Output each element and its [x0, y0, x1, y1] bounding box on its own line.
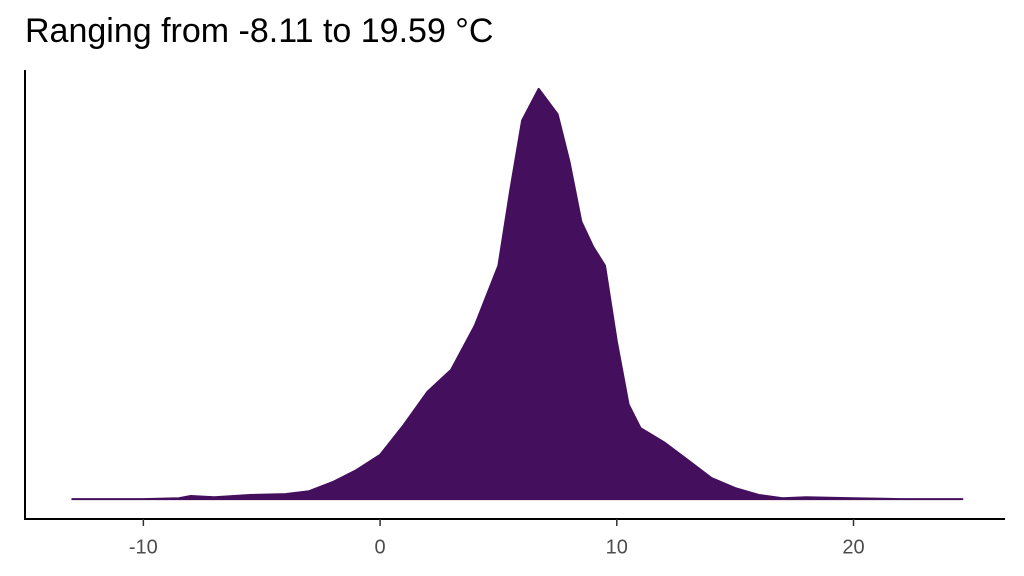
x-tick-label: -10: [129, 536, 158, 558]
x-tick-label: 20: [842, 536, 864, 558]
chart-title: Ranging from -8.11 to 19.59 °C: [25, 12, 493, 50]
x-tick-label: 0: [375, 536, 386, 558]
x-tick-label: 10: [606, 536, 628, 558]
density-area: [71, 87, 964, 501]
